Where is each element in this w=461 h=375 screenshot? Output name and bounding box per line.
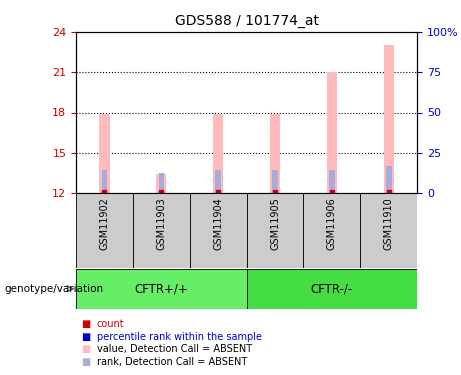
Text: ■: ■ xyxy=(81,332,90,342)
Text: GSM11910: GSM11910 xyxy=(384,197,394,250)
Bar xyxy=(272,170,278,193)
Text: GSM11903: GSM11903 xyxy=(156,197,166,250)
Bar xyxy=(329,170,335,193)
Bar xyxy=(386,166,391,193)
Text: rank, Detection Call = ABSENT: rank, Detection Call = ABSENT xyxy=(97,357,247,366)
Bar xyxy=(101,170,107,193)
Bar xyxy=(303,193,361,268)
Text: CFTR+/+: CFTR+/+ xyxy=(135,282,188,295)
Bar xyxy=(159,173,164,193)
Text: percentile rank within the sample: percentile rank within the sample xyxy=(97,332,262,342)
Text: count: count xyxy=(97,320,124,329)
Bar xyxy=(76,193,133,268)
Text: genotype/variation: genotype/variation xyxy=(5,284,104,294)
Bar xyxy=(215,170,221,193)
Bar xyxy=(100,114,110,193)
Text: value, Detection Call = ABSENT: value, Detection Call = ABSENT xyxy=(97,344,252,354)
Bar xyxy=(213,114,223,193)
Text: GSM11904: GSM11904 xyxy=(213,197,223,250)
Text: ■: ■ xyxy=(81,344,90,354)
Bar xyxy=(247,193,303,268)
Bar xyxy=(247,269,417,309)
Bar xyxy=(156,174,166,193)
Text: GSM11905: GSM11905 xyxy=(270,197,280,250)
Bar xyxy=(327,72,337,193)
Bar xyxy=(76,269,247,309)
Text: ■: ■ xyxy=(81,320,90,329)
Title: GDS588 / 101774_at: GDS588 / 101774_at xyxy=(175,14,319,28)
Bar xyxy=(190,193,247,268)
Text: CFTR-/-: CFTR-/- xyxy=(311,282,353,295)
Bar xyxy=(270,114,280,193)
Bar xyxy=(384,45,394,193)
Text: ■: ■ xyxy=(81,357,90,366)
Bar xyxy=(361,193,417,268)
Text: GSM11902: GSM11902 xyxy=(100,197,110,250)
Text: GSM11906: GSM11906 xyxy=(327,197,337,250)
Bar xyxy=(133,193,190,268)
